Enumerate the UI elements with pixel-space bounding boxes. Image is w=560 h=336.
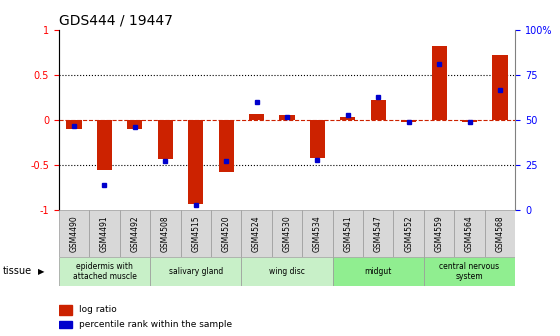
- Text: GSM4515: GSM4515: [191, 215, 200, 252]
- Bar: [67, 120, 82, 129]
- FancyBboxPatch shape: [150, 257, 241, 286]
- FancyBboxPatch shape: [89, 210, 120, 257]
- Text: percentile rank within the sample: percentile rank within the sample: [80, 320, 232, 329]
- Bar: [188, 120, 203, 204]
- Text: salivary gland: salivary gland: [169, 267, 223, 276]
- Text: GSM4508: GSM4508: [161, 215, 170, 252]
- FancyBboxPatch shape: [394, 210, 424, 257]
- Text: GSM4552: GSM4552: [404, 215, 413, 252]
- Bar: [492, 55, 507, 120]
- FancyBboxPatch shape: [241, 210, 272, 257]
- Text: GSM4564: GSM4564: [465, 215, 474, 252]
- FancyBboxPatch shape: [272, 210, 302, 257]
- FancyBboxPatch shape: [454, 210, 485, 257]
- Bar: [249, 114, 264, 120]
- Text: GSM4524: GSM4524: [252, 215, 261, 252]
- FancyBboxPatch shape: [424, 210, 454, 257]
- Text: central nervous
system: central nervous system: [440, 262, 500, 281]
- Bar: [401, 120, 416, 122]
- Text: wing disc: wing disc: [269, 267, 305, 276]
- Text: epidermis with
attached muscle: epidermis with attached muscle: [72, 262, 137, 281]
- Text: GSM4568: GSM4568: [496, 215, 505, 252]
- Text: GSM4530: GSM4530: [282, 215, 292, 252]
- Text: GSM4559: GSM4559: [435, 215, 444, 252]
- Bar: [218, 120, 234, 172]
- Text: GSM4491: GSM4491: [100, 215, 109, 252]
- Text: GDS444 / 19447: GDS444 / 19447: [59, 14, 172, 28]
- Text: GSM4492: GSM4492: [130, 215, 139, 252]
- Bar: [59, 305, 72, 315]
- FancyBboxPatch shape: [333, 257, 424, 286]
- Text: log ratio: log ratio: [80, 305, 117, 314]
- FancyBboxPatch shape: [424, 257, 515, 286]
- FancyBboxPatch shape: [363, 210, 394, 257]
- Text: GSM4547: GSM4547: [374, 215, 383, 252]
- FancyBboxPatch shape: [120, 210, 150, 257]
- Text: GSM4541: GSM4541: [343, 215, 352, 252]
- FancyBboxPatch shape: [59, 257, 150, 286]
- Bar: [371, 100, 386, 120]
- Text: midgut: midgut: [365, 267, 392, 276]
- FancyBboxPatch shape: [59, 210, 89, 257]
- Bar: [462, 120, 477, 122]
- Bar: [59, 321, 72, 329]
- Text: GSM4520: GSM4520: [222, 215, 231, 252]
- Bar: [432, 46, 447, 120]
- Bar: [340, 117, 356, 120]
- FancyBboxPatch shape: [211, 210, 241, 257]
- Bar: [279, 115, 295, 120]
- Text: GSM4534: GSM4534: [313, 215, 322, 252]
- Text: GSM4490: GSM4490: [69, 215, 78, 252]
- FancyBboxPatch shape: [241, 257, 333, 286]
- FancyBboxPatch shape: [333, 210, 363, 257]
- Bar: [97, 120, 112, 170]
- Bar: [127, 120, 142, 129]
- FancyBboxPatch shape: [150, 210, 180, 257]
- Bar: [310, 120, 325, 158]
- Bar: [158, 120, 173, 159]
- Text: ▶: ▶: [38, 267, 45, 276]
- FancyBboxPatch shape: [302, 210, 333, 257]
- FancyBboxPatch shape: [180, 210, 211, 257]
- Text: tissue: tissue: [3, 266, 32, 277]
- FancyBboxPatch shape: [485, 210, 515, 257]
